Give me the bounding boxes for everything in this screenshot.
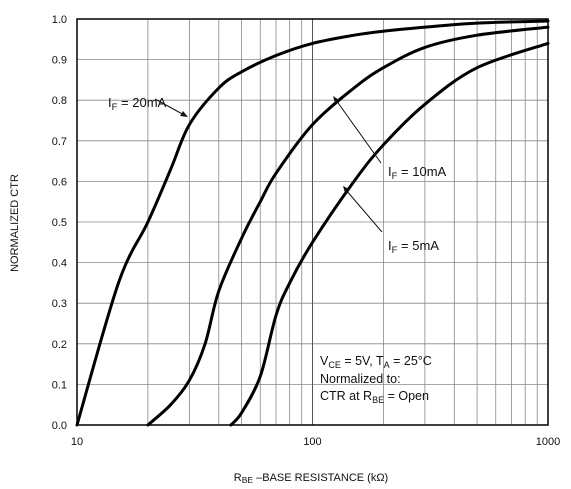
- y-tick-label: 0.2: [52, 339, 67, 351]
- pointer-arrow-10ma: [333, 96, 382, 164]
- y-tick-label: 0.6: [52, 176, 67, 188]
- tick-labels: 0.0 0.1 0.2 0.3 0.4 0.5 0.6 0.7 0.8 0.9 1.0 10 100 10…: [52, 14, 561, 448]
- conditions-line-2: Normalized to:: [320, 372, 401, 386]
- y-tick-label: 0.9: [52, 55, 67, 67]
- y-tick-label: 0.4: [52, 258, 67, 270]
- y-tick-label: 0.3: [52, 298, 67, 310]
- series-line-2: [229, 41, 550, 427]
- series-label-5ma: IF = 5mA: [388, 238, 439, 256]
- series-label-20ma: IF = 20mA: [108, 95, 167, 113]
- y-tick-label: 0.0: [52, 420, 67, 432]
- x-tick-label: 100: [303, 436, 321, 448]
- series-label-10ma: IF = 10mA: [388, 164, 447, 182]
- plot-border: [76, 18, 549, 426]
- data-series: [75, 19, 550, 427]
- y-tick-label: 1.0: [52, 14, 67, 26]
- plot-frame: [76, 18, 549, 426]
- conditions-line-3: CTR at RBE = Open: [320, 389, 429, 405]
- y-tick-label: 0.8: [52, 95, 67, 107]
- pointer-arrow-5ma: [343, 186, 383, 233]
- series-line-1: [146, 25, 550, 427]
- x-tick-label: 1000: [536, 436, 560, 448]
- conditions-line-1: VCE = 5V, TA = 25°C: [320, 354, 432, 370]
- pointer-arrow-20ma: [154, 98, 188, 117]
- series-line-0: [75, 19, 550, 427]
- conditions-note: VCE = 5V, TA = 25°C Normalized to: CTR a…: [320, 354, 432, 405]
- y-tick-label: 0.5: [52, 217, 67, 229]
- x-tick-label: 10: [71, 436, 83, 448]
- y-tick-label: 0.7: [52, 136, 67, 148]
- x-axis-title: RBE –BASE RESISTANCE (kΩ): [234, 472, 388, 485]
- y-axis-title: NORMALIZED CTR: [9, 174, 21, 272]
- y-tick-label: 0.1: [52, 379, 67, 391]
